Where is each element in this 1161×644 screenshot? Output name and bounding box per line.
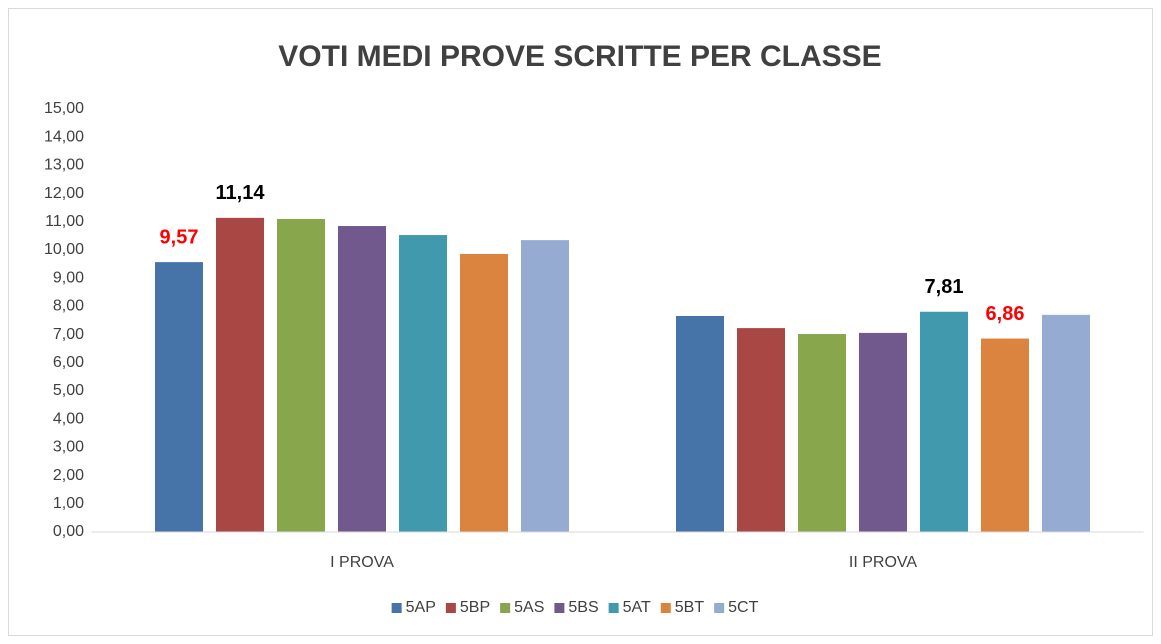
bar xyxy=(859,332,907,532)
data-label: 11,14 xyxy=(216,182,266,204)
legend-label: 5BT xyxy=(675,599,705,616)
legend-swatch xyxy=(500,603,511,613)
y-tick-label: 6,00 xyxy=(53,354,84,371)
bar xyxy=(338,226,386,532)
y-tick-label: 9,00 xyxy=(53,269,84,286)
y-tick-label: 13,00 xyxy=(44,157,84,174)
y-tick-label: 4,00 xyxy=(53,410,84,427)
data-label: 9,57 xyxy=(160,226,199,248)
y-tick-label: 1,00 xyxy=(53,495,84,512)
x-tick-label: I PROVA xyxy=(330,554,394,571)
legend-label: 5AS xyxy=(514,599,544,616)
x-tick-label: II PROVA xyxy=(849,554,917,571)
legend-label: 5BS xyxy=(568,599,598,616)
bar xyxy=(920,311,968,532)
bar xyxy=(1042,314,1090,532)
y-tick-label: 14,00 xyxy=(44,128,84,145)
bar xyxy=(399,235,447,532)
data-label: 6,86 xyxy=(986,303,1025,325)
y-tick-label: 12,00 xyxy=(44,185,84,202)
legend-label: 5CT xyxy=(728,599,758,616)
bar xyxy=(460,253,508,532)
legend-swatch xyxy=(660,603,671,613)
bar xyxy=(155,262,203,532)
bar xyxy=(277,218,325,533)
bar xyxy=(521,240,569,532)
bar xyxy=(798,334,846,532)
y-tick-label: 5,00 xyxy=(53,382,84,399)
legend-label: 5AT xyxy=(623,599,651,616)
bar xyxy=(737,328,785,532)
legend-swatch xyxy=(391,603,402,613)
y-tick-label: 10,00 xyxy=(44,241,84,258)
bar xyxy=(216,217,264,533)
y-tick-label: 2,00 xyxy=(53,467,84,484)
y-tick-label: 8,00 xyxy=(53,298,84,315)
y-tick-label: 11,00 xyxy=(45,213,84,230)
y-tick-label: 15,00 xyxy=(44,100,84,117)
y-tick-label: 0,00 xyxy=(53,523,84,540)
legend-swatch xyxy=(714,603,725,613)
legend-label: 5BP xyxy=(460,599,490,616)
chart-title: VOTI MEDI PROVE SCRITTE PER CLASSE xyxy=(278,40,881,73)
legend-swatch xyxy=(445,603,456,613)
y-tick-label: 3,00 xyxy=(53,439,84,456)
y-tick-label: 7,00 xyxy=(53,326,84,343)
legend-swatch xyxy=(608,603,619,613)
legend-swatch xyxy=(554,603,565,613)
bar xyxy=(676,315,724,532)
bar xyxy=(981,338,1029,532)
legend-label: 5AP xyxy=(406,599,436,616)
data-label: 7,81 xyxy=(925,276,964,298)
